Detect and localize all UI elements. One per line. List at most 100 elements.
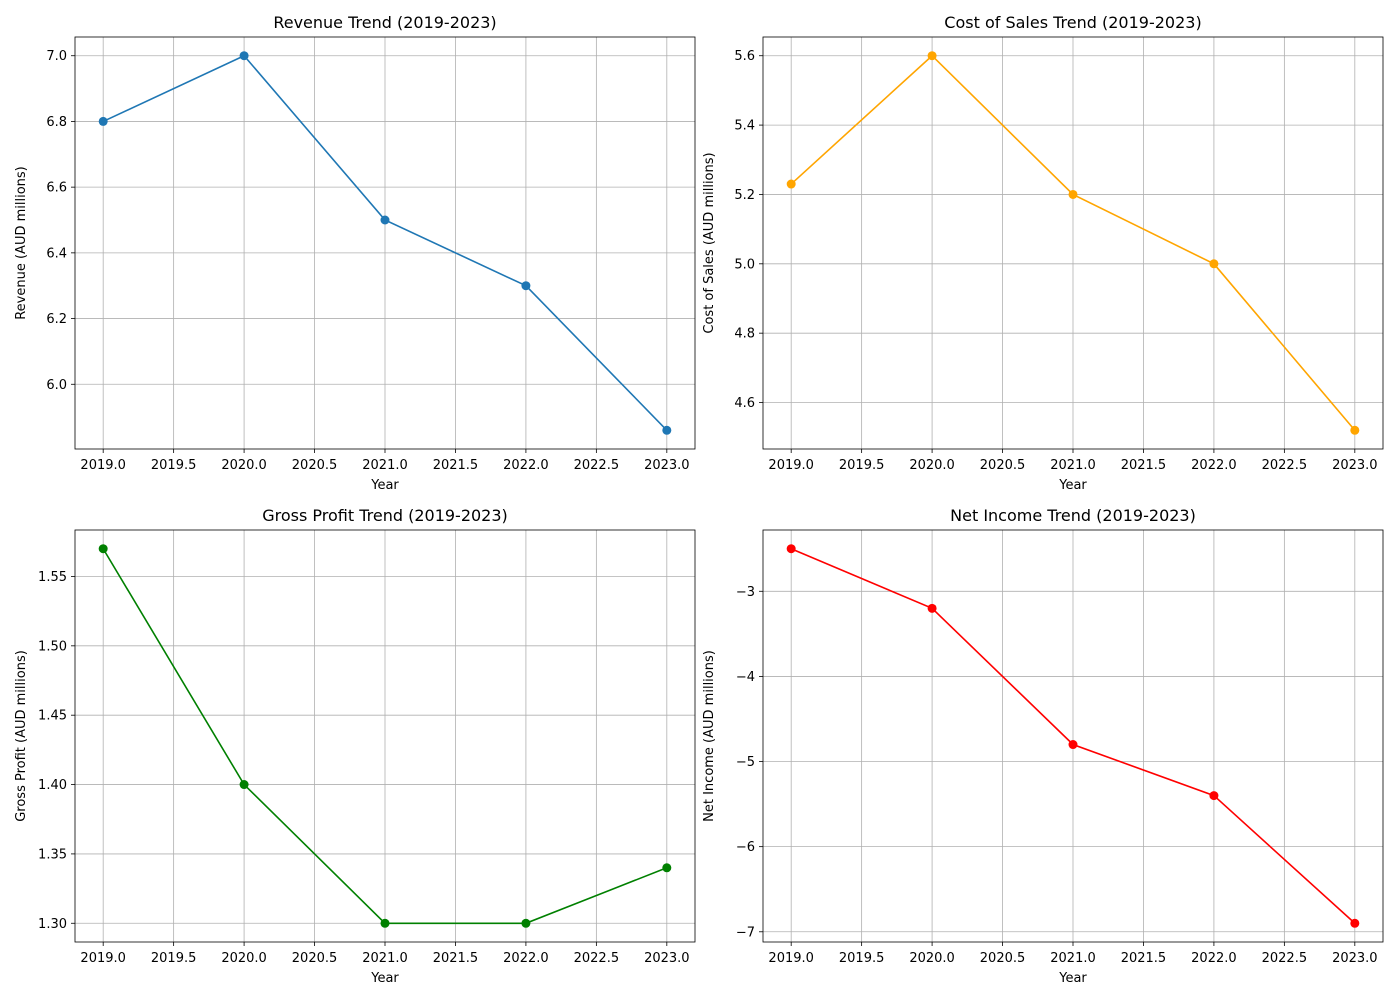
x-tick-label: 2020.5 <box>292 951 338 966</box>
data-point <box>1068 189 1078 199</box>
x-tick-label: 2019.0 <box>768 458 814 473</box>
y-tick-label: −7 <box>736 925 755 940</box>
data-point <box>927 51 937 61</box>
x-tick-label: 2021.0 <box>1050 458 1096 473</box>
x-tick-label: 2022.0 <box>1191 951 1237 966</box>
x-tick-label: 2023.0 <box>644 951 690 966</box>
axes-frame <box>762 36 1384 450</box>
x-tick-label: 2023.0 <box>1332 458 1378 473</box>
y-tick-label: 5.0 <box>734 257 755 272</box>
data-point <box>1209 259 1219 269</box>
y-tick-label: −6 <box>736 840 755 855</box>
y-axis-label: Cost of Sales (AUD millions) <box>702 152 717 333</box>
data-point <box>98 116 108 126</box>
x-tick-label: 2020.0 <box>909 458 955 473</box>
x-tick-label: 2022.0 <box>503 458 549 473</box>
x-tick-label: 2019.0 <box>768 951 814 966</box>
x-tick-label: 2020.5 <box>292 458 338 473</box>
chart-panel-4: 2019.0 2019.5 2020.0 2020.5 2021.0 2021.5 2022… <box>702 506 1384 986</box>
data-point <box>1350 918 1360 928</box>
chart-title: Net Income Trend (2019-2023) <box>950 506 1196 525</box>
chart-panel-2: 2019.0 2019.5 2020.0 2020.5 2021.0 2021.5 2022… <box>702 13 1384 493</box>
x-tick-label: 2020.0 <box>221 458 267 473</box>
y-axis-label: Gross Profit (AUD millions) <box>14 650 29 822</box>
x-tick-label: 2022.5 <box>1262 951 1308 966</box>
x-axis-label: Year <box>1058 478 1087 493</box>
x-axis-label: Year <box>370 478 399 493</box>
x-tick-label: 2019.5 <box>839 951 885 966</box>
y-tick-label: 5.6 <box>734 49 755 64</box>
axes-frame <box>74 36 696 450</box>
x-tick-label: 2022.5 <box>1262 458 1308 473</box>
axes-frame <box>74 529 696 943</box>
x-tick-label: 2021.0 <box>362 458 408 473</box>
x-tick-label: 2022.0 <box>503 951 549 966</box>
data-point <box>521 918 531 928</box>
y-tick-label: 1.40 <box>38 778 67 793</box>
data-point <box>1068 740 1078 750</box>
data-point <box>98 544 108 554</box>
y-tick-label: −3 <box>736 585 755 600</box>
y-tick-label: −4 <box>736 670 755 685</box>
chart-title: Gross Profit Trend (2019-2023) <box>262 506 508 525</box>
y-tick-label: 5.2 <box>734 188 755 203</box>
y-tick-label: 4.6 <box>734 396 755 411</box>
chart-title: Revenue Trend (2019-2023) <box>273 13 496 32</box>
y-axis-label: Net Income (AUD millions) <box>702 650 717 822</box>
data-point <box>521 281 531 291</box>
data-point <box>239 780 249 790</box>
y-tick-label: −5 <box>736 755 755 770</box>
y-tick-label: 1.45 <box>38 709 67 724</box>
data-point <box>239 51 249 61</box>
data-point <box>786 179 796 189</box>
x-tick-label: 2019.5 <box>151 458 197 473</box>
y-tick-label: 6.4 <box>46 246 67 261</box>
data-point <box>786 544 796 554</box>
axes-frame <box>762 529 1384 943</box>
x-tick-label: 2020.5 <box>980 951 1026 966</box>
x-tick-label: 2021.5 <box>1121 951 1167 966</box>
data-point <box>662 425 672 435</box>
y-tick-label: 6.0 <box>46 378 67 393</box>
x-tick-label: 2020.0 <box>909 951 955 966</box>
data-point <box>662 863 672 873</box>
x-tick-label: 2021.0 <box>1050 951 1096 966</box>
x-tick-label: 2020.5 <box>980 458 1026 473</box>
x-tick-label: 2021.5 <box>1121 458 1167 473</box>
data-point <box>1209 791 1219 801</box>
chart-title: Cost of Sales Trend (2019-2023) <box>944 13 1201 32</box>
x-tick-label: 2023.0 <box>644 458 690 473</box>
y-tick-label: 1.30 <box>38 917 67 932</box>
x-tick-label: 2019.5 <box>151 951 197 966</box>
x-tick-label: 2023.0 <box>1332 951 1378 966</box>
data-point <box>380 215 390 225</box>
x-axis-label: Year <box>1058 971 1087 986</box>
chart-panel-1: 2019.0 2019.5 2020.0 2020.5 2021.0 2021.5 2022… <box>14 13 696 493</box>
x-tick-label: 2021.5 <box>433 951 479 966</box>
chart-panel-3: 2019.0 2019.5 2020.0 2020.5 2021.0 2021.5 2022… <box>14 506 696 986</box>
x-tick-label: 2019.5 <box>839 458 885 473</box>
y-tick-label: 6.2 <box>46 312 67 327</box>
y-tick-label: 1.35 <box>38 847 67 862</box>
y-tick-label: 4.8 <box>734 327 755 342</box>
data-point <box>1350 425 1360 435</box>
y-tick-label: 5.4 <box>734 119 755 134</box>
x-tick-label: 2022.5 <box>574 458 620 473</box>
x-tick-label: 2019.0 <box>80 951 126 966</box>
y-tick-label: 6.8 <box>46 115 67 130</box>
y-axis-label: Revenue (AUD millions) <box>14 166 29 320</box>
y-tick-label: 6.6 <box>46 181 67 196</box>
x-tick-label: 2022.0 <box>1191 458 1237 473</box>
y-tick-label: 1.50 <box>38 639 67 654</box>
x-tick-label: 2021.0 <box>362 951 408 966</box>
y-tick-label: 7.0 <box>46 49 67 64</box>
y-tick-label: 1.55 <box>38 570 67 585</box>
x-tick-label: 2019.0 <box>80 458 126 473</box>
data-point <box>380 918 390 928</box>
x-tick-label: 2020.0 <box>221 951 267 966</box>
x-tick-label: 2022.5 <box>574 951 620 966</box>
x-axis-label: Year <box>370 971 399 986</box>
data-point <box>927 603 937 613</box>
x-tick-label: 2021.5 <box>433 458 479 473</box>
